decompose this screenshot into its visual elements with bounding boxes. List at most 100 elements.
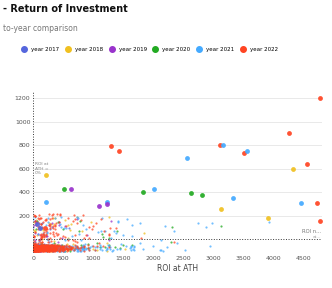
Point [37, 248, 42, 253]
Point [42, 244, 48, 249]
Point [61, 248, 67, 253]
Point [70, 241, 76, 246]
Point [35, 246, 40, 251]
Point [32, 244, 38, 249]
Point [33, 247, 38, 252]
Point [33, 244, 39, 249]
Point [42, 247, 47, 252]
Point [52, 248, 57, 253]
Point [36, 245, 41, 250]
Point [37, 248, 42, 253]
Point [31, 247, 36, 251]
Point [38, 244, 43, 248]
Point [244, 149, 249, 153]
Point [42, 243, 48, 248]
Point [42, 246, 47, 251]
Point [32, 231, 38, 236]
Point [58, 245, 64, 249]
Point [46, 248, 52, 253]
Point [31, 246, 37, 251]
Point [61, 246, 66, 251]
Point [62, 246, 67, 251]
Point [33, 248, 38, 253]
Point [48, 243, 53, 248]
Point [57, 247, 62, 252]
Point [106, 232, 111, 236]
Point [35, 248, 41, 252]
Point [59, 248, 65, 253]
Point [44, 246, 49, 251]
Point [75, 215, 80, 219]
Point [55, 244, 60, 248]
Point [33, 245, 39, 250]
Point [46, 243, 51, 248]
Point [31, 246, 36, 251]
Point [43, 249, 49, 253]
Point [104, 246, 109, 251]
Point [141, 247, 146, 251]
Point [209, 220, 214, 225]
Point [38, 226, 43, 230]
Point [38, 243, 43, 248]
Point [98, 247, 103, 252]
Point [34, 245, 39, 250]
Point [38, 243, 43, 248]
Point [34, 245, 39, 250]
Point [31, 248, 37, 253]
Point [43, 247, 48, 251]
Point [86, 248, 92, 253]
Point [60, 247, 65, 251]
Point [218, 224, 223, 229]
Point [37, 246, 42, 251]
Point [39, 248, 44, 252]
Point [53, 245, 58, 250]
Point [51, 244, 56, 249]
Point [46, 240, 51, 244]
Point [52, 215, 57, 220]
Point [43, 243, 48, 248]
Point [42, 247, 48, 251]
Point [64, 249, 69, 253]
Point [31, 246, 37, 251]
Point [39, 248, 44, 252]
Text: - Return of Investment: - Return of Investment [3, 4, 128, 14]
Point [208, 244, 213, 248]
Point [52, 247, 57, 251]
Point [163, 224, 168, 229]
Point [38, 249, 43, 253]
Point [60, 248, 65, 253]
Point [44, 229, 49, 234]
Point [54, 245, 59, 249]
Point [32, 245, 37, 249]
Point [43, 234, 49, 239]
Point [54, 246, 59, 251]
Point [31, 245, 36, 249]
Point [59, 247, 65, 252]
Point [38, 243, 43, 248]
Point [42, 217, 47, 222]
Point [33, 247, 39, 252]
Point [36, 245, 41, 250]
Point [32, 246, 37, 251]
Point [40, 243, 45, 248]
Point [164, 244, 169, 249]
Point [41, 247, 46, 252]
Point [35, 247, 41, 252]
Point [47, 248, 52, 252]
Point [63, 244, 68, 248]
Point [82, 243, 87, 248]
Point [188, 191, 194, 196]
Point [64, 245, 69, 250]
Point [43, 247, 48, 251]
Point [52, 247, 57, 252]
Point [52, 244, 58, 248]
Point [128, 244, 133, 248]
Point [34, 222, 40, 226]
Point [31, 248, 36, 253]
Point [34, 249, 39, 253]
Point [84, 232, 89, 237]
Point [46, 245, 51, 249]
Point [33, 248, 38, 253]
Point [87, 236, 92, 240]
Point [31, 245, 36, 249]
